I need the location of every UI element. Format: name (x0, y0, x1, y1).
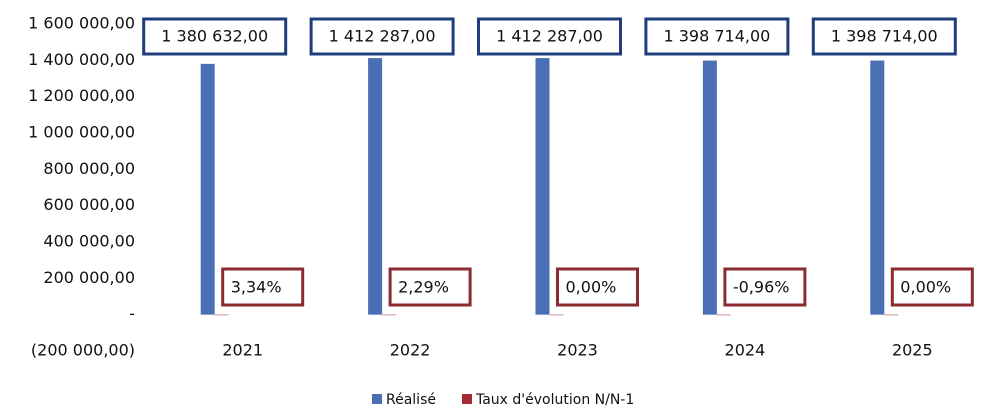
y-tick-label: 1 200 000,00 (28, 86, 135, 105)
y-tick-label: - (129, 304, 135, 323)
y-tick-label: (200 000,00) (31, 341, 135, 360)
data-label: 1 412 287,00 (496, 27, 603, 46)
data-label-box (723, 267, 807, 307)
x-tick-label: 2024 (725, 341, 766, 360)
x-tick-label: 2025 (892, 341, 933, 360)
data-label-box (477, 17, 622, 56)
data-label: -0,96% (733, 278, 790, 297)
data-label-box (142, 17, 288, 56)
data-label-box (309, 17, 455, 56)
data-label: 1 398 714,00 (831, 27, 938, 46)
bar (549, 314, 564, 316)
data-label: 1 380 632,00 (161, 27, 268, 46)
data-label-box (221, 267, 305, 307)
data-label: 1 412 287,00 (329, 27, 436, 46)
data-label-box (556, 267, 639, 307)
x-tick-label: 2023 (557, 341, 598, 360)
data-label-box (811, 17, 957, 56)
bar (716, 314, 731, 316)
data-label-box (388, 267, 472, 307)
y-tick-label: 600 000,00 (43, 195, 135, 214)
bar (200, 63, 215, 315)
x-tick-label: 2021 (222, 341, 263, 360)
y-tick-label: 200 000,00 (43, 268, 135, 287)
y-tick-label: 400 000,00 (43, 232, 135, 251)
data-label: 0,00% (900, 278, 951, 297)
data-label: 2,29% (398, 278, 449, 297)
data-label-box (644, 17, 790, 56)
legend-label: Taux d'évolution N/N-1 (475, 392, 634, 408)
data-label: 1 398 714,00 (663, 27, 770, 46)
y-tick-label: 800 000,00 (43, 159, 135, 178)
bar (214, 314, 229, 316)
y-tick-label: 1 600 000,00 (28, 14, 135, 33)
data-label: 0,00% (566, 278, 617, 297)
legend-swatch (461, 394, 472, 404)
data-label-box (890, 267, 974, 307)
y-tick-label: 1 000 000,00 (28, 123, 135, 142)
legend-label: Réalisé (386, 392, 436, 408)
legend-swatch (372, 394, 382, 404)
bar (870, 60, 885, 315)
bar (535, 58, 550, 315)
bar (884, 314, 899, 316)
bar (382, 314, 397, 316)
x-tick-label: 2022 (390, 341, 431, 360)
y-tick-label: 1 400 000,00 (28, 50, 135, 69)
bar (702, 60, 717, 315)
data-label: 3,34% (231, 278, 282, 297)
bar (368, 58, 383, 315)
